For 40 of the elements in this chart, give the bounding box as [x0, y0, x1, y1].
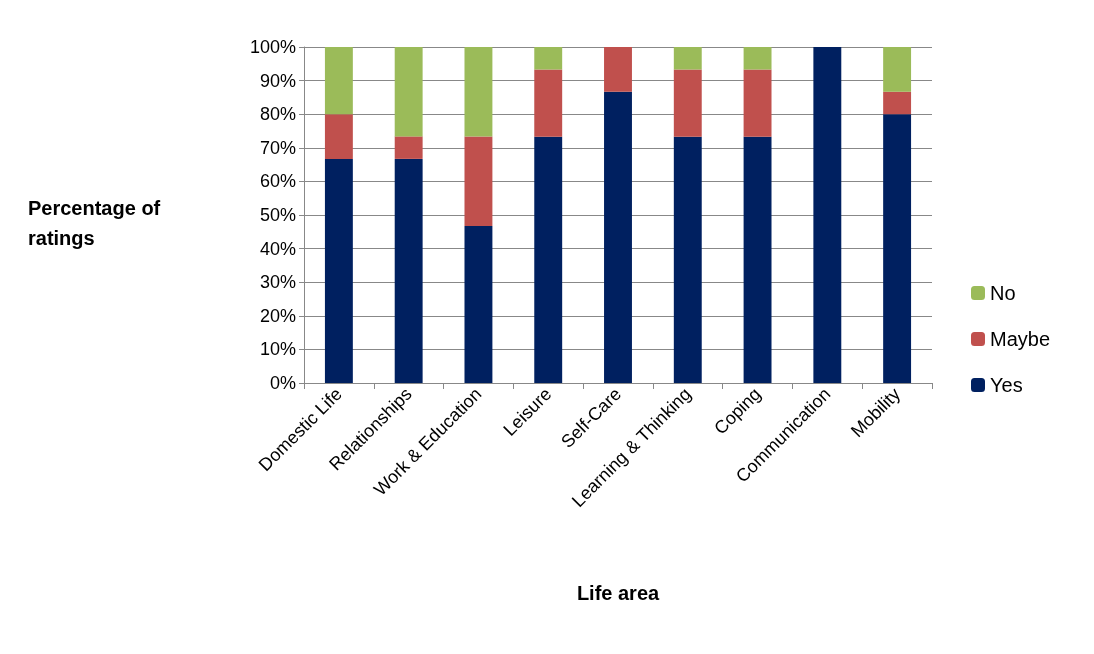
- bar: [464, 47, 493, 137]
- y-axis-title: Percentage of ratings: [28, 197, 166, 249]
- y-tick-label: 30%: [259, 272, 296, 293]
- y-tick-label: 70%: [259, 137, 296, 158]
- x-axis-title: Life area: [576, 582, 661, 604]
- bar: [394, 136, 423, 159]
- bar: [534, 136, 563, 383]
- y-tick-label: 50%: [259, 205, 296, 225]
- bar: [394, 158, 423, 383]
- bar: [464, 226, 493, 383]
- bar: [534, 47, 563, 70]
- bar: [394, 47, 423, 137]
- y-tick-label: 80%: [259, 104, 296, 125]
- bar: [324, 114, 353, 159]
- bar: [743, 136, 772, 383]
- bar: [673, 69, 702, 137]
- legend-label: No: [990, 282, 1016, 304]
- bar: [743, 47, 772, 70]
- legend-label: Yes: [990, 374, 1023, 396]
- y-tick-label: 100%: [249, 37, 296, 57]
- bar: [464, 136, 493, 227]
- bar: [604, 47, 632, 92]
- legend-label: Maybe: [990, 328, 1051, 350]
- bar: [883, 114, 912, 383]
- y-tick-label: 90%: [259, 70, 296, 91]
- bar: [534, 69, 563, 137]
- bar: [883, 91, 912, 115]
- y-tick-label: 20%: [259, 305, 296, 326]
- y-tick-label: 10%: [259, 339, 296, 360]
- bar: [604, 91, 632, 383]
- bar: [883, 47, 912, 92]
- y-tick-label: 0%: [269, 373, 296, 393]
- bar: [324, 158, 353, 383]
- bar: [743, 69, 772, 137]
- bar: [813, 47, 842, 383]
- y-tick-label: 60%: [259, 171, 296, 192]
- bar: [673, 47, 702, 70]
- bar: [324, 47, 353, 115]
- y-tick-label: 40%: [259, 238, 296, 259]
- bar: [673, 136, 702, 383]
